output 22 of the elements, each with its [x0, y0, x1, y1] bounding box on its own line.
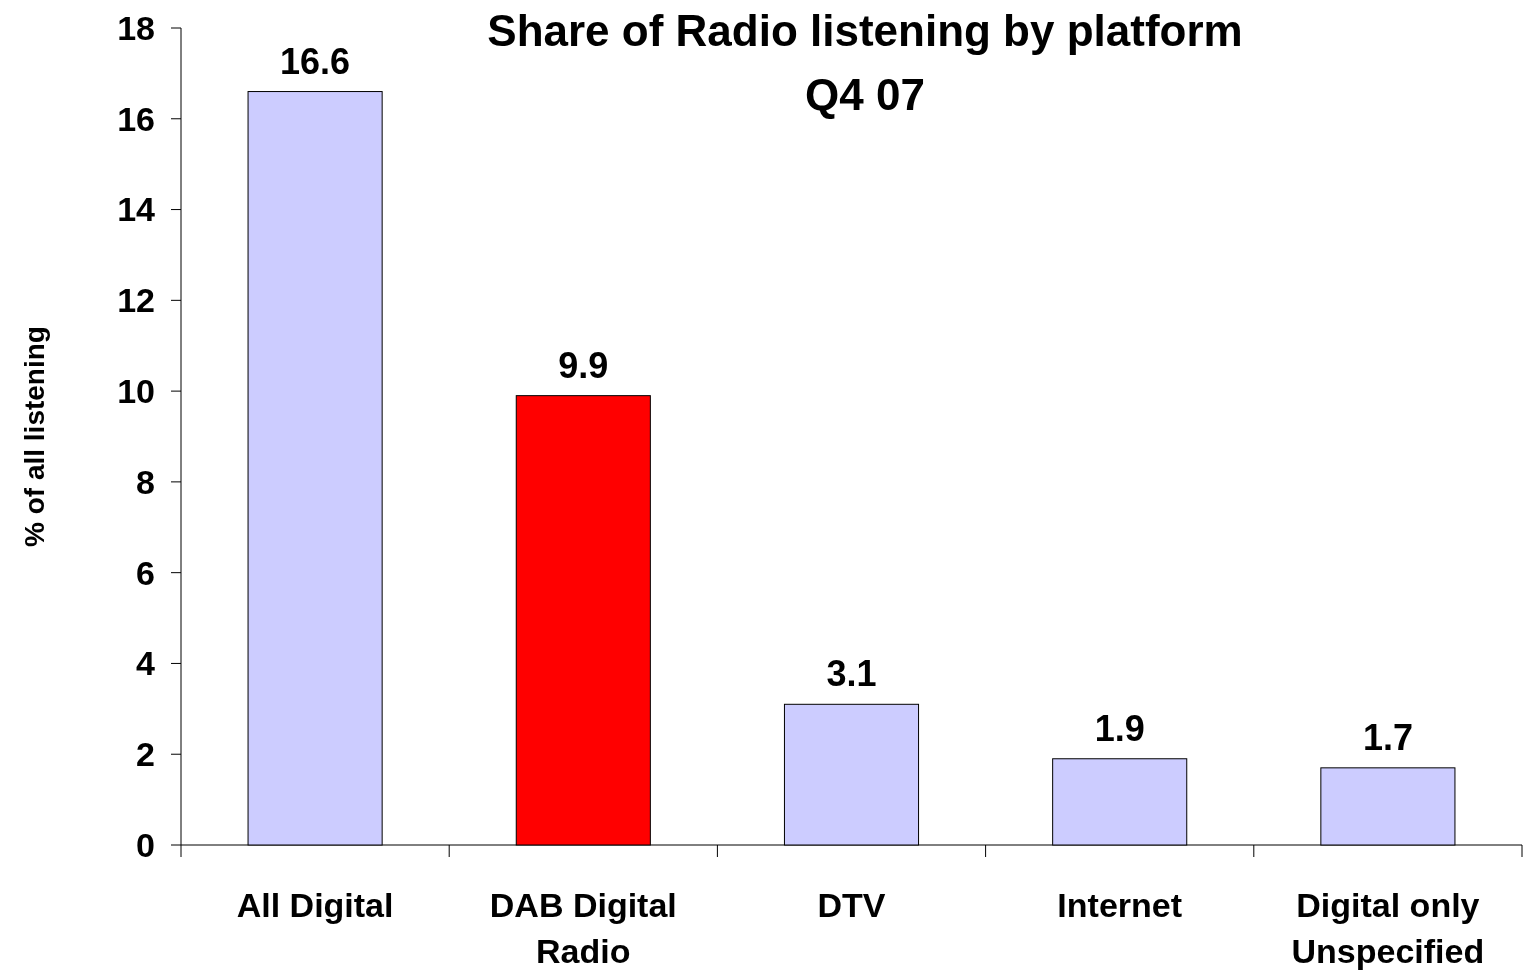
data-label: 9.9 — [558, 344, 609, 386]
y-tick-label: 8 — [136, 462, 155, 501]
y-tick-label: 12 — [117, 281, 155, 320]
y-tick-label: 0 — [136, 825, 155, 864]
y-tick-label: 14 — [117, 190, 156, 229]
y-tick-label: 10 — [117, 372, 155, 411]
y-tick-label: 6 — [136, 553, 155, 592]
y-tick-label: 4 — [136, 644, 156, 683]
x-tick-label: DAB Digital Radio — [489, 886, 677, 970]
data-label: 1.9 — [1094, 707, 1145, 749]
chart-title: Share of Radio listening by platform Q4 07 — [487, 6, 1243, 119]
x-tick-label: Internet — [1057, 886, 1183, 924]
y-tick-label: 16 — [117, 99, 155, 138]
data-label: 16.6 — [280, 40, 351, 82]
data-label: 1.7 — [1362, 716, 1413, 758]
data-label: 3.1 — [826, 653, 877, 695]
x-tick-label: All Digital — [236, 886, 394, 924]
y-tick-label: 2 — [136, 735, 155, 774]
y-axis-title: % of all listening — [19, 326, 50, 547]
x-tick-label: DTV — [817, 886, 886, 924]
x-tick-label: Digital only Unspecified — [1291, 886, 1485, 970]
y-tick-label: 18 — [117, 8, 155, 47]
